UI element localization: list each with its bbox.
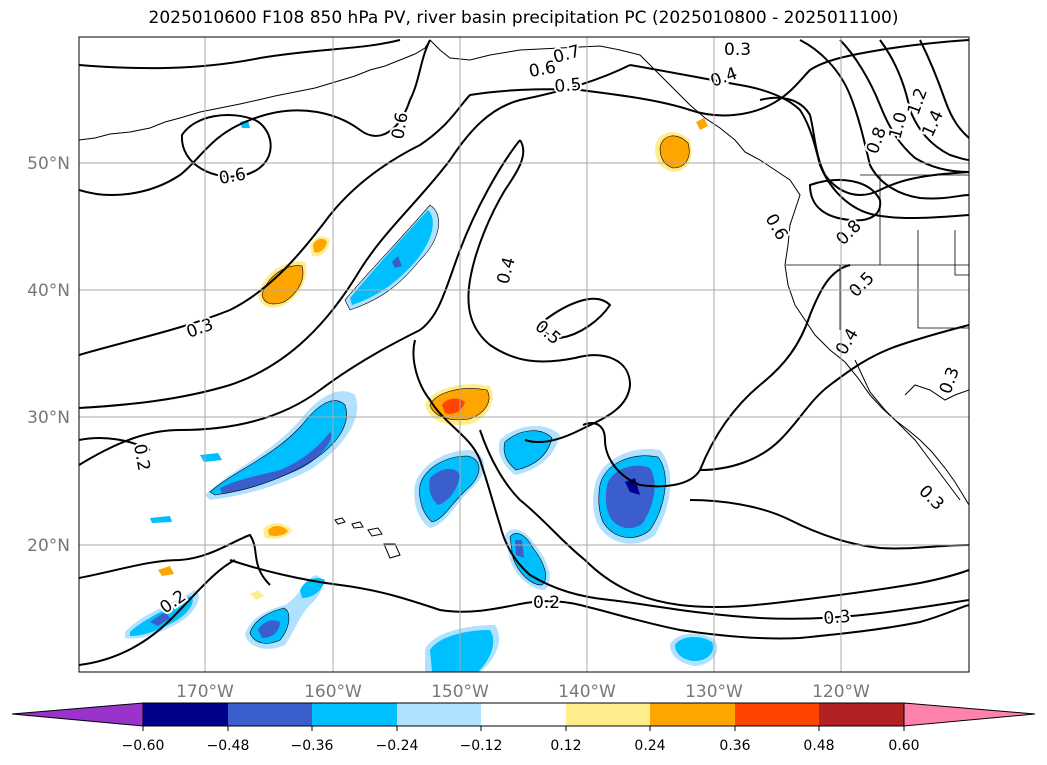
colorbar-segment xyxy=(481,703,566,726)
contour-label: 0.3 xyxy=(724,40,751,60)
lon-label-130w: 130°W xyxy=(685,682,743,702)
neg-precip-region xyxy=(300,578,325,598)
pos-precip-region xyxy=(250,590,264,600)
lon-label-160w: 160°W xyxy=(304,682,362,702)
longitude-labels: 170°W 160°W 150°W 140°W 130°W 120°W xyxy=(176,682,870,702)
neg-precip-region xyxy=(504,430,552,470)
contour-label: 0.3 xyxy=(823,607,852,629)
colorbar-segment xyxy=(819,703,904,726)
lat-label-50n: 50°N xyxy=(27,154,70,174)
colorbar-tick-label: −0.24 xyxy=(376,738,419,754)
pos-precip-region xyxy=(262,265,303,304)
colorbar-segment xyxy=(143,703,228,726)
neg-precip-region xyxy=(392,256,402,268)
precip-outlines xyxy=(209,135,690,644)
lat-label-20n: 20°N xyxy=(27,536,70,556)
colorbar-tick-label: −0.48 xyxy=(207,738,250,754)
lon-label-140w: 140°W xyxy=(558,682,616,702)
pv-contours xyxy=(79,39,969,666)
neg-precip-region xyxy=(220,432,332,494)
lat-label-30n: 30°N xyxy=(27,408,70,428)
colorbar-tick-label: 0.60 xyxy=(888,738,919,754)
colorbar-segment xyxy=(228,703,312,726)
contour-labels: 0.7 0.6 0.5 0.3 0.4 0.6 0.6 0.3 0.2 0.4 … xyxy=(127,38,966,631)
neg-precip-region xyxy=(430,630,494,672)
lon-label-120w: 120°W xyxy=(812,682,870,702)
colorbar-segment xyxy=(312,703,397,726)
coastlines xyxy=(79,39,969,559)
lon-label-150w: 150°W xyxy=(431,682,489,702)
colorbar-segment xyxy=(566,703,650,726)
neg-precip-region xyxy=(625,478,640,495)
colorbar: −0.60 −0.48 −0.36 −0.24 −0.12 0.12 0.24 … xyxy=(11,702,1036,754)
colorbar-tick-label: −0.36 xyxy=(291,738,334,754)
pos-precip-region xyxy=(268,525,288,536)
pos-precip-region xyxy=(660,135,690,168)
neg-precip-region xyxy=(210,400,347,495)
gridlines xyxy=(79,37,969,672)
colorbar-tick-label: −0.12 xyxy=(460,738,503,754)
colorbar-tick-label: 0.48 xyxy=(803,738,834,754)
colorbar-tick-label: 0.36 xyxy=(719,738,750,754)
neg-precip-region xyxy=(150,516,172,523)
colorbar-segment xyxy=(650,703,735,726)
neg-precip-region xyxy=(150,612,170,626)
pos-precip-region xyxy=(158,566,174,576)
neg-precip-region xyxy=(605,465,655,529)
lat-label-40n: 40°N xyxy=(27,281,70,301)
contour-label: 0.6 xyxy=(217,165,247,189)
neg-precip-region xyxy=(350,210,433,305)
pos-precip-region xyxy=(313,238,327,253)
map-frame xyxy=(78,36,970,673)
colorbar-tick-label: 0.24 xyxy=(634,738,665,754)
colorbar-extend-right xyxy=(903,702,1036,727)
contour-label: 0.5 xyxy=(554,75,583,97)
colorbar-tick-label: 0.12 xyxy=(550,738,581,754)
colorbar-tick-label: −0.60 xyxy=(122,738,165,754)
colorbar-extend-left xyxy=(11,702,144,727)
latitude-labels: 50°N 40°N 30°N 20°N xyxy=(27,154,70,556)
neg-precip-region xyxy=(258,620,280,638)
contour-label: 0.2 xyxy=(533,593,560,613)
precip-shading xyxy=(125,118,718,672)
map-title: 2025010600 F108 850 hPa PV, river basin … xyxy=(148,8,899,28)
neg-precip-region xyxy=(429,468,460,505)
colorbar-segment xyxy=(735,703,819,726)
pos-precip-region xyxy=(696,118,708,130)
pos-precip-region xyxy=(442,398,465,414)
colorbar-segment xyxy=(397,703,481,726)
neg-precip-region xyxy=(675,636,714,661)
contour-label: 0.6 xyxy=(388,111,412,141)
lon-label-170w: 170°W xyxy=(176,682,234,702)
